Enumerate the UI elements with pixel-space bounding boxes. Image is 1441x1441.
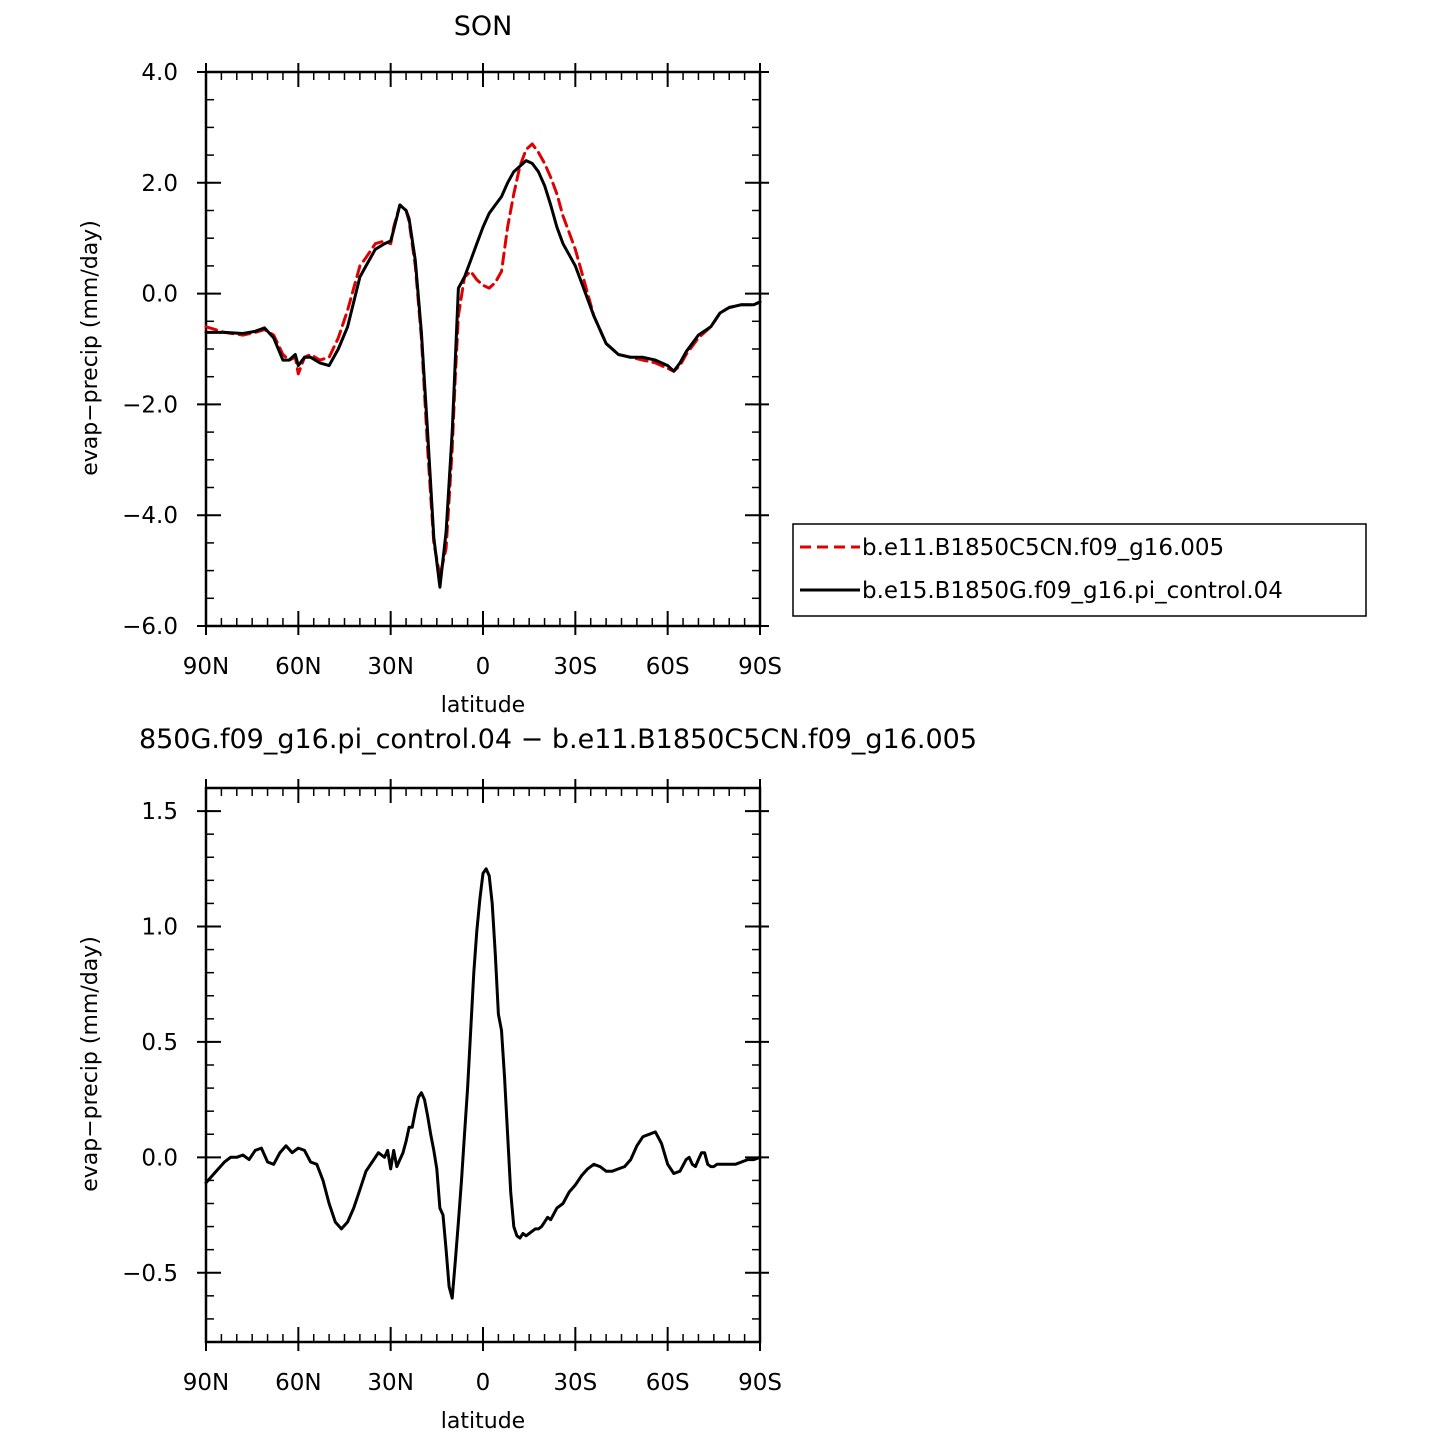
y-axis-label: evap−precip (mm/day) bbox=[78, 220, 103, 476]
x-tick-label: 90S bbox=[738, 1370, 782, 1396]
y-tick-label: 0.0 bbox=[141, 282, 178, 308]
x-tick-label: 30S bbox=[553, 654, 597, 680]
x-axis-label: latitude bbox=[441, 693, 525, 718]
series-line-1 bbox=[204, 867, 762, 1300]
legend: b.e11.B1850C5CN.f09_g16.005 b.e15.B1850G… bbox=[792, 523, 1367, 617]
series-line-1 bbox=[204, 142, 762, 578]
y-tick-label: −0.5 bbox=[122, 1261, 178, 1287]
y-tick-label: 4.0 bbox=[141, 60, 178, 86]
bottom-panel: 850G.f09_g16.pi_control.04 − b.e11.B1850… bbox=[78, 724, 977, 1434]
x-tick-label: 90N bbox=[183, 1370, 229, 1396]
y-tick-label: 0.0 bbox=[141, 1145, 178, 1171]
x-tick-label: 30N bbox=[367, 1370, 413, 1396]
x-tick-label: 60S bbox=[646, 1370, 690, 1396]
legend-label-series-2: b.e15.B1850G.f09_g16.pi_control.04 bbox=[862, 578, 1283, 604]
y-tick-label: 0.5 bbox=[141, 1030, 178, 1056]
y-tick-label: 1.0 bbox=[141, 915, 178, 941]
series-line-2 bbox=[204, 159, 762, 589]
y-axis-label: evap−precip (mm/day) bbox=[78, 936, 103, 1192]
x-axis-label: latitude bbox=[441, 1409, 525, 1434]
x-tick-label: 90N bbox=[183, 654, 229, 680]
x-tick-label: 60N bbox=[275, 654, 321, 680]
x-tick-label: 60S bbox=[646, 654, 690, 680]
plot-frame bbox=[204, 70, 762, 628]
x-tick-label: 0 bbox=[476, 1370, 491, 1396]
x-tick-label: 90S bbox=[738, 654, 782, 680]
chart-title: 850G.f09_g16.pi_control.04 − b.e11.B1850… bbox=[139, 724, 977, 755]
y-tick-label: −4.0 bbox=[122, 503, 178, 529]
chart-title: SON bbox=[454, 11, 513, 42]
y-tick-label: −6.0 bbox=[122, 614, 178, 640]
y-tick-label: 1.5 bbox=[141, 799, 178, 825]
x-tick-label: 30N bbox=[367, 654, 413, 680]
x-tick-label: 30S bbox=[553, 1370, 597, 1396]
x-tick-label: 60N bbox=[275, 1370, 321, 1396]
legend-box bbox=[792, 523, 1367, 617]
y-tick-label: 2.0 bbox=[141, 171, 178, 197]
legend-label-series-1: b.e11.B1850C5CN.f09_g16.005 bbox=[862, 535, 1224, 561]
y-tick-label: −2.0 bbox=[122, 392, 178, 418]
x-tick-label: 0 bbox=[476, 654, 491, 680]
